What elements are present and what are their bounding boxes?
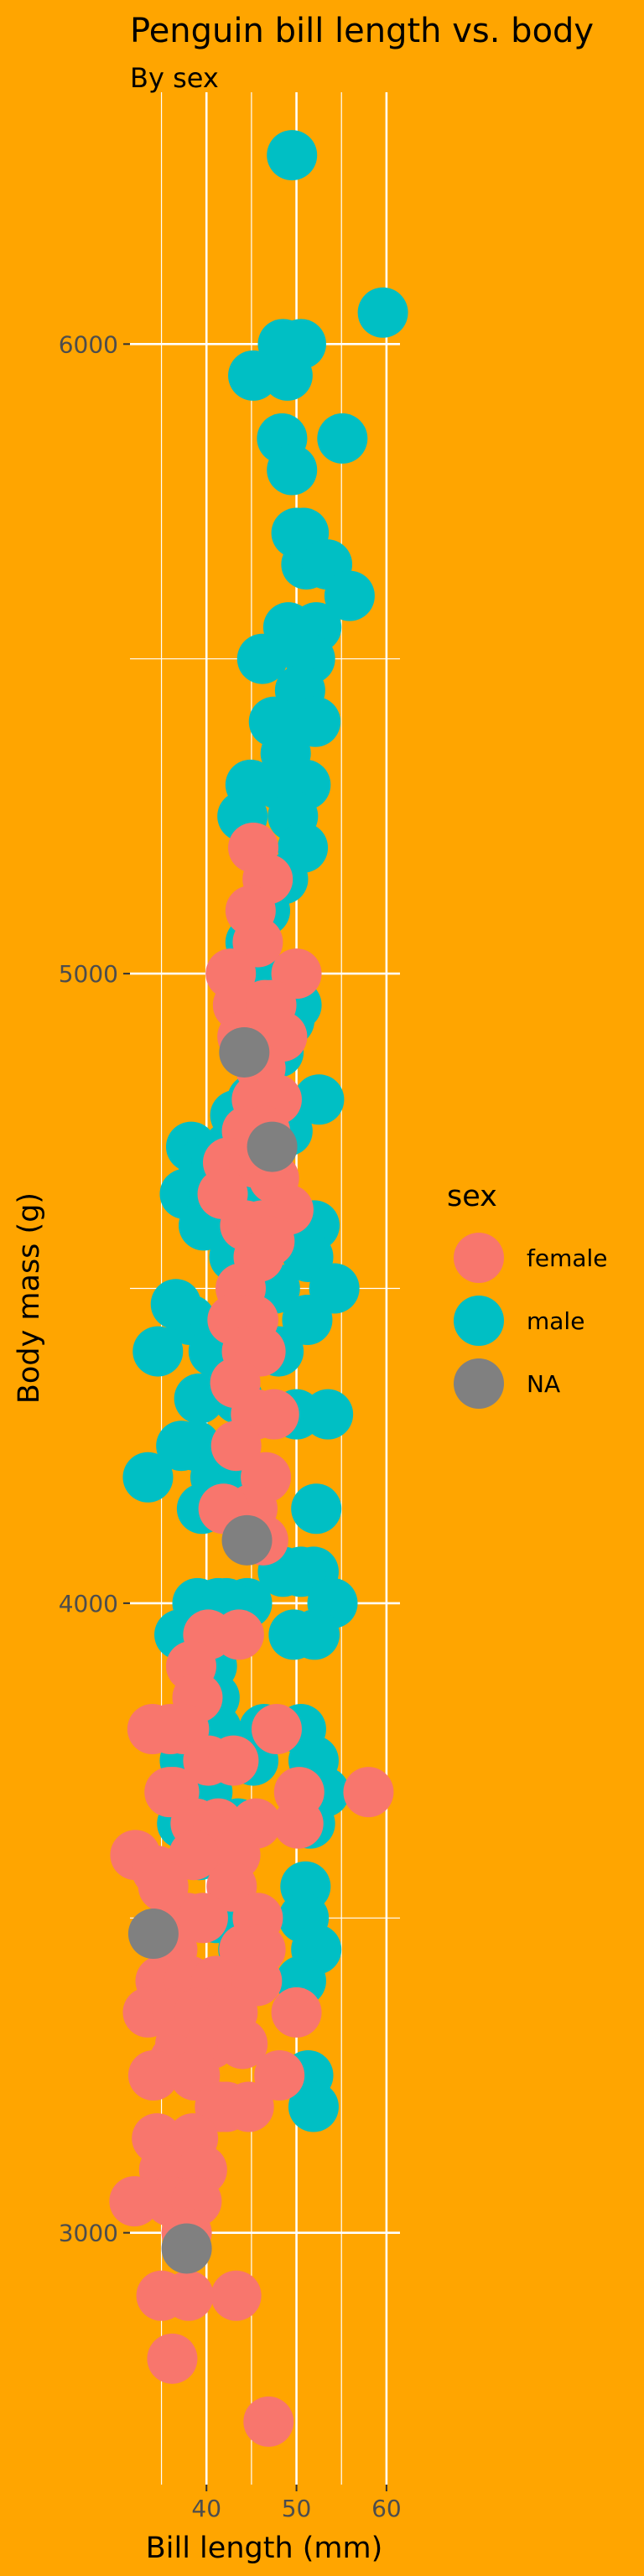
plot-points xyxy=(109,130,408,2447)
data-point xyxy=(223,2081,274,2132)
data-point xyxy=(217,2018,268,2070)
y-axis: 3000 4000 5000 6000 xyxy=(59,330,130,2247)
data-point xyxy=(177,1893,228,1944)
data-point xyxy=(210,2270,262,2321)
data-point xyxy=(290,696,341,747)
x-tick-label: 50 xyxy=(282,2495,312,2522)
data-point xyxy=(213,1609,264,1660)
data-point xyxy=(268,1609,319,1660)
data-point xyxy=(271,1987,322,2038)
data-point xyxy=(156,1420,207,1472)
data-point xyxy=(303,1389,354,1440)
data-point xyxy=(251,1704,302,1755)
legend-label-male: male xyxy=(527,1307,584,1335)
data-point xyxy=(122,1452,174,1503)
chart-title: Penguin bill length vs. body xyxy=(130,12,594,50)
data-point xyxy=(343,1767,394,1818)
x-axis: 40 50 60 xyxy=(191,2485,402,2522)
data-point xyxy=(288,2081,339,2132)
data-point xyxy=(147,2333,198,2384)
data-point xyxy=(317,413,368,464)
data-point xyxy=(267,130,318,181)
y-tick-label: 6000 xyxy=(59,330,118,358)
x-axis-title: Bill length (mm) xyxy=(146,2532,383,2565)
data-point xyxy=(163,2270,214,2321)
y-tick-label: 5000 xyxy=(59,960,118,988)
legend-label-female: female xyxy=(527,1244,608,1272)
data-point xyxy=(228,350,279,401)
data-point xyxy=(324,570,375,621)
legend-key-female xyxy=(454,1233,504,1283)
data-point xyxy=(109,2176,160,2227)
data-point xyxy=(132,1326,184,1377)
data-point xyxy=(243,2396,294,2447)
legend-label-na: NA xyxy=(527,1370,560,1398)
x-tick-label: 60 xyxy=(371,2495,402,2522)
data-point xyxy=(210,1420,262,1472)
chart-subtitle: By sex xyxy=(130,62,219,94)
data-point xyxy=(273,1798,324,1849)
legend-key-male xyxy=(454,1296,504,1346)
data-point xyxy=(291,1483,342,1535)
data-point xyxy=(267,444,318,496)
data-point xyxy=(254,2049,305,2101)
data-point xyxy=(221,1514,273,1566)
legend: sex female male NA xyxy=(447,1180,608,1409)
data-point xyxy=(357,287,408,338)
data-point xyxy=(127,1909,179,1960)
data-point xyxy=(247,1121,298,1172)
data-point xyxy=(127,2049,179,2101)
x-tick-label: 40 xyxy=(191,2495,221,2522)
data-point xyxy=(127,1704,178,1755)
data-point xyxy=(208,1735,259,1786)
data-point xyxy=(219,1026,270,1078)
y-tick-label: 3000 xyxy=(59,2220,118,2247)
data-point xyxy=(150,1279,201,1330)
data-point xyxy=(161,2223,212,2274)
series-na xyxy=(127,1026,298,2274)
y-axis-title: Body mass (g) xyxy=(13,1192,46,1404)
data-point xyxy=(236,633,288,684)
legend-title: sex xyxy=(447,1180,497,1213)
y-tick-label: 4000 xyxy=(59,1590,118,1618)
series-female xyxy=(109,822,394,2447)
legend-key-na xyxy=(454,1358,504,1409)
data-point xyxy=(293,1074,345,1125)
